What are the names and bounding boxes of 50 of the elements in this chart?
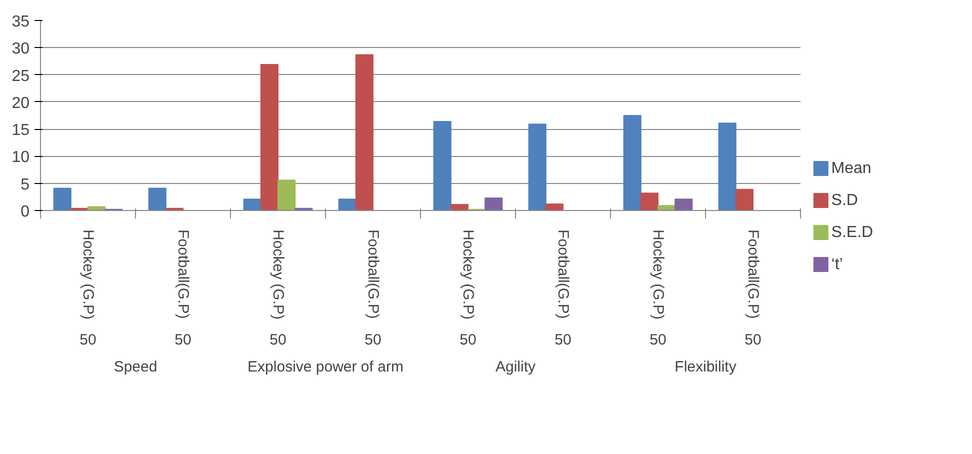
bar	[623, 115, 642, 210]
text: Agility	[495, 358, 536, 376]
y-tick-label: 15	[12, 122, 30, 140]
bar	[718, 122, 736, 210]
bar	[640, 192, 658, 210]
bar	[88, 206, 106, 210]
bar	[450, 204, 468, 210]
x-tick-label: Football(G.P)	[554, 230, 572, 319]
bar	[243, 198, 262, 210]
y-tick-label: 30	[12, 40, 30, 58]
bar	[433, 120, 452, 210]
text: 50	[460, 332, 476, 348]
text: 50	[80, 332, 96, 348]
x-tick-label: Football(G.P)	[174, 230, 192, 319]
x-tick-label: Hockey (G.P)	[460, 230, 476, 320]
bar	[260, 64, 278, 210]
x-tick-label: Hockey (G.P)	[270, 230, 286, 320]
text: Speed	[114, 358, 158, 376]
legend-label: S.E.D	[831, 224, 874, 241]
legend-label: Mean	[831, 160, 872, 177]
text: 50	[174, 332, 192, 348]
y-tick-label: 25	[12, 68, 30, 85]
y-tick-label: 5	[20, 176, 30, 194]
text: 50	[650, 332, 666, 348]
bar	[528, 124, 546, 210]
x-tick-label: Hockey (G.P)	[650, 230, 666, 320]
bar	[484, 198, 503, 210]
text: Flexibility	[674, 358, 737, 376]
text: 50	[744, 332, 762, 348]
y-tick-label: 20	[12, 94, 30, 112]
bar	[148, 188, 166, 210]
x-tick-label: Football(G.P)	[744, 230, 762, 319]
bar	[53, 188, 72, 210]
y-tick-label: 35	[12, 14, 30, 30]
bar	[278, 180, 296, 210]
text: 50	[364, 332, 382, 348]
bar	[545, 203, 564, 210]
text: 50	[554, 332, 572, 348]
bar	[735, 188, 754, 210]
text: 50	[270, 332, 286, 348]
bar	[355, 54, 374, 210]
bar	[338, 198, 356, 210]
y-tick-label: 0	[20, 204, 30, 220]
legend-label: S.D	[831, 192, 858, 209]
x-tick-label: Hockey (G.P)	[80, 230, 96, 320]
x-tick-label: Football(G.P)	[364, 230, 382, 319]
legend-label: ‘t’	[831, 256, 843, 273]
bar	[674, 198, 693, 210]
y-tick-label: 10	[12, 149, 30, 166]
text: Explosive power of arm	[248, 358, 404, 376]
